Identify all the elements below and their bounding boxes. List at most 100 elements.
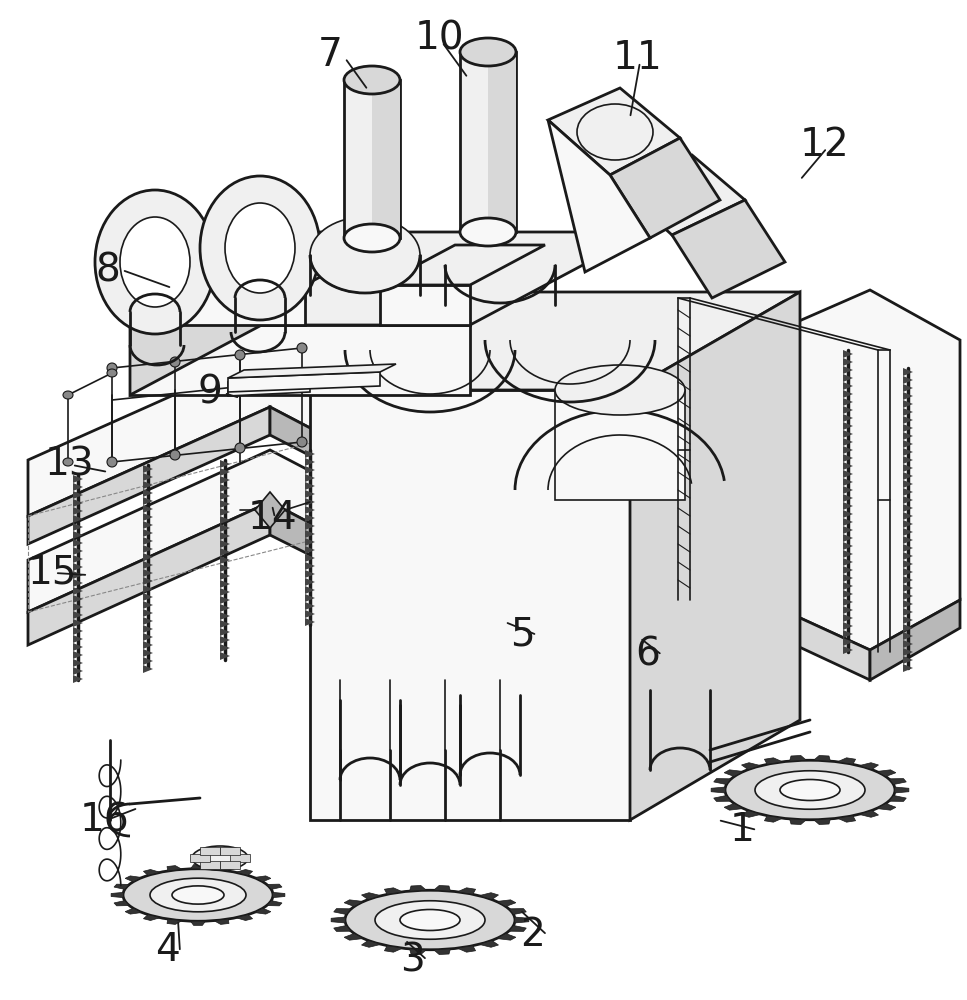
Polygon shape — [143, 529, 153, 537]
Polygon shape — [228, 372, 380, 392]
Polygon shape — [73, 579, 83, 587]
Polygon shape — [73, 587, 83, 595]
Polygon shape — [143, 561, 153, 569]
Polygon shape — [714, 779, 731, 785]
Polygon shape — [220, 628, 230, 636]
Polygon shape — [143, 641, 153, 649]
Polygon shape — [843, 422, 853, 430]
Text: 15: 15 — [28, 554, 77, 592]
Polygon shape — [843, 518, 853, 526]
Polygon shape — [903, 648, 913, 656]
Ellipse shape — [460, 218, 516, 246]
Polygon shape — [143, 585, 153, 593]
Ellipse shape — [235, 350, 245, 360]
Polygon shape — [305, 554, 315, 562]
Polygon shape — [903, 472, 913, 480]
Ellipse shape — [780, 780, 840, 800]
Polygon shape — [111, 892, 124, 898]
Polygon shape — [894, 787, 909, 793]
Text: 6: 6 — [635, 636, 659, 674]
Polygon shape — [28, 352, 400, 516]
Polygon shape — [843, 358, 853, 366]
Polygon shape — [143, 489, 153, 497]
Polygon shape — [254, 908, 271, 914]
Polygon shape — [372, 80, 400, 238]
Text: 7: 7 — [318, 36, 343, 74]
Polygon shape — [843, 646, 853, 654]
Polygon shape — [130, 325, 470, 395]
Polygon shape — [903, 432, 913, 440]
Ellipse shape — [375, 901, 485, 939]
Polygon shape — [305, 578, 315, 586]
Polygon shape — [73, 491, 83, 499]
Polygon shape — [305, 498, 315, 506]
Polygon shape — [305, 618, 315, 626]
Polygon shape — [73, 667, 83, 675]
Polygon shape — [143, 609, 153, 617]
Polygon shape — [220, 524, 230, 532]
Polygon shape — [143, 521, 153, 529]
Ellipse shape — [170, 450, 180, 460]
Ellipse shape — [172, 886, 224, 904]
Polygon shape — [630, 540, 870, 680]
Polygon shape — [765, 816, 782, 822]
Polygon shape — [790, 755, 806, 761]
Polygon shape — [143, 465, 153, 473]
Polygon shape — [220, 847, 240, 855]
Polygon shape — [843, 454, 853, 462]
Polygon shape — [143, 915, 161, 920]
Text: 16: 16 — [80, 801, 130, 839]
Polygon shape — [220, 492, 230, 500]
Text: 2: 2 — [520, 916, 544, 954]
Ellipse shape — [107, 457, 117, 467]
Polygon shape — [305, 562, 315, 570]
Polygon shape — [273, 892, 285, 898]
Polygon shape — [843, 630, 853, 638]
Polygon shape — [305, 546, 315, 554]
Polygon shape — [73, 507, 83, 515]
Polygon shape — [28, 450, 400, 612]
Polygon shape — [220, 620, 230, 628]
Polygon shape — [843, 470, 853, 478]
Polygon shape — [143, 657, 153, 665]
Ellipse shape — [123, 869, 273, 921]
Polygon shape — [903, 376, 913, 384]
Polygon shape — [889, 795, 906, 801]
Polygon shape — [305, 514, 315, 522]
Polygon shape — [843, 430, 853, 438]
Polygon shape — [236, 915, 252, 920]
Polygon shape — [334, 925, 351, 931]
Polygon shape — [903, 640, 913, 648]
Polygon shape — [548, 88, 680, 175]
Ellipse shape — [725, 760, 895, 820]
Polygon shape — [305, 530, 315, 538]
Ellipse shape — [95, 190, 215, 334]
Polygon shape — [843, 550, 853, 558]
Polygon shape — [73, 603, 83, 611]
Ellipse shape — [400, 910, 460, 930]
Polygon shape — [672, 200, 785, 298]
Polygon shape — [73, 475, 83, 483]
Polygon shape — [200, 847, 220, 855]
Polygon shape — [497, 934, 515, 940]
Polygon shape — [230, 854, 250, 862]
Polygon shape — [73, 627, 83, 635]
Polygon shape — [305, 450, 315, 458]
Polygon shape — [143, 569, 153, 577]
Polygon shape — [143, 505, 153, 513]
Polygon shape — [254, 876, 271, 882]
Polygon shape — [267, 901, 282, 906]
Polygon shape — [433, 885, 451, 891]
Polygon shape — [711, 787, 725, 793]
Polygon shape — [410, 949, 426, 955]
Polygon shape — [610, 138, 720, 238]
Polygon shape — [548, 120, 650, 272]
Polygon shape — [190, 865, 206, 869]
Text: 10: 10 — [415, 19, 464, 57]
Polygon shape — [843, 542, 853, 550]
Polygon shape — [843, 406, 853, 414]
Polygon shape — [305, 490, 315, 498]
Polygon shape — [903, 624, 913, 632]
Polygon shape — [457, 946, 476, 952]
Polygon shape — [724, 770, 744, 776]
